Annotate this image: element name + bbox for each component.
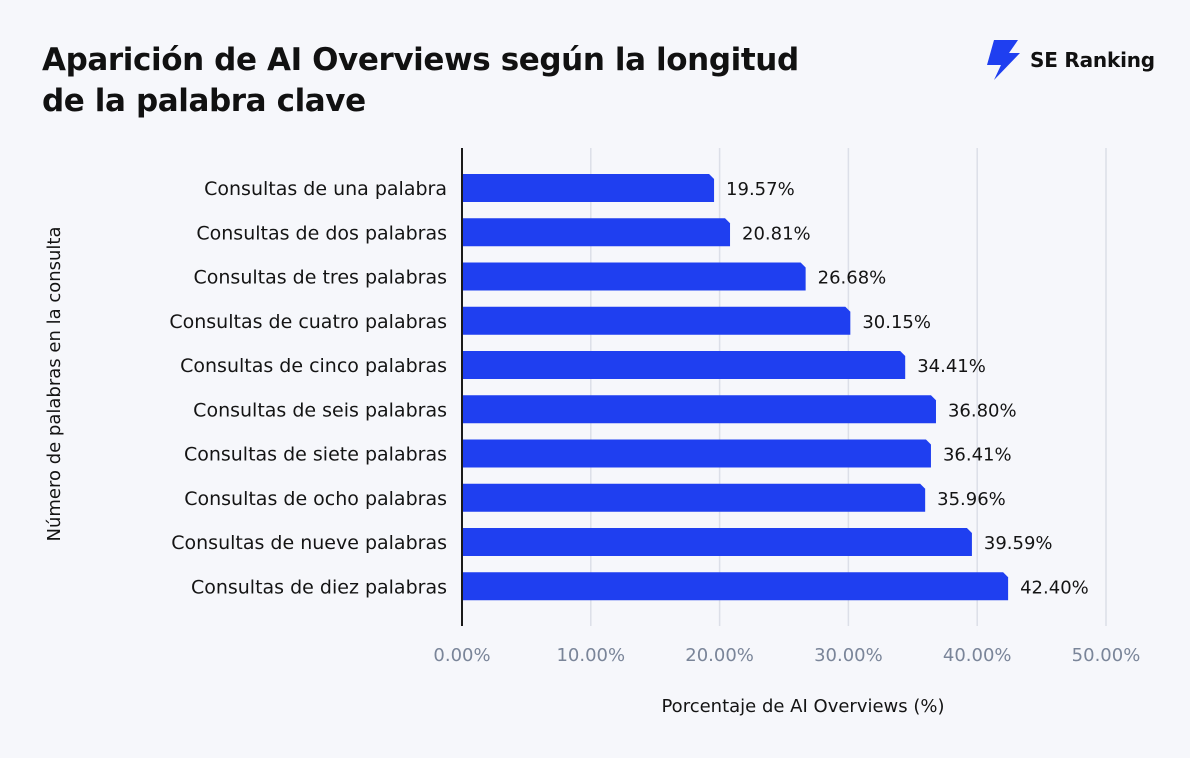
category-label: Consultas de diez palabras [191,576,447,598]
bar [462,528,972,556]
x-tick-label: 0.00% [433,645,490,666]
bar [462,262,806,291]
x-tick-label: 10.00% [556,645,625,666]
category-label: Consultas de tres palabras [194,267,448,289]
x-tick-label: 50.00% [1072,645,1141,666]
bar [462,572,1009,601]
category-label: Consultas de cuatro palabras [169,311,447,333]
x-tick-label: 20.00% [685,645,754,666]
x-tick-label: 30.00% [814,645,883,666]
value-label: 39.59% [984,533,1053,554]
chart-title-line-1: Aparición de AI Overviews según la longi… [42,42,799,78]
bar [462,174,715,202]
bar [462,351,906,379]
category-label: Consultas de seis palabras [193,399,447,421]
bar [462,395,936,424]
value-label: 19.57% [726,179,795,200]
brand-logo: SE Ranking [984,40,1155,80]
value-label: 42.40% [1020,577,1089,598]
brand-name: SE Ranking [1030,48,1155,72]
category-label: Consultas de siete palabras [184,444,447,466]
value-label: 36.41% [943,445,1012,466]
category-label: Consultas de una palabra [204,178,447,200]
x-tick-label: 40.00% [943,645,1012,666]
value-label: 35.96% [937,489,1006,510]
category-label: Consultas de nueve palabras [171,532,447,554]
category-label: Consultas de cinco palabras [180,355,447,377]
bar [462,306,851,335]
value-label: 36.80% [948,400,1017,421]
value-label: 20.81% [742,223,811,244]
value-label: 34.41% [917,356,986,377]
category-label: Consultas de dos palabras [196,222,447,244]
se-ranking-bolt-icon [987,40,1020,80]
bar [462,439,931,468]
bar [462,218,731,247]
x-axis-title: Porcentaje de AI Overviews (%) [661,696,944,717]
chart-title-line-2: de la palabra clave [42,83,366,119]
value-label: 30.15% [862,312,931,333]
chart-title: Aparición de AI Overviews según la longi… [42,40,862,122]
value-label: 26.68% [818,268,887,289]
bar [462,483,926,512]
category-label: Consultas de ocho palabras [184,488,447,510]
y-axis-title: Número de palabras en la consulta [44,226,65,541]
